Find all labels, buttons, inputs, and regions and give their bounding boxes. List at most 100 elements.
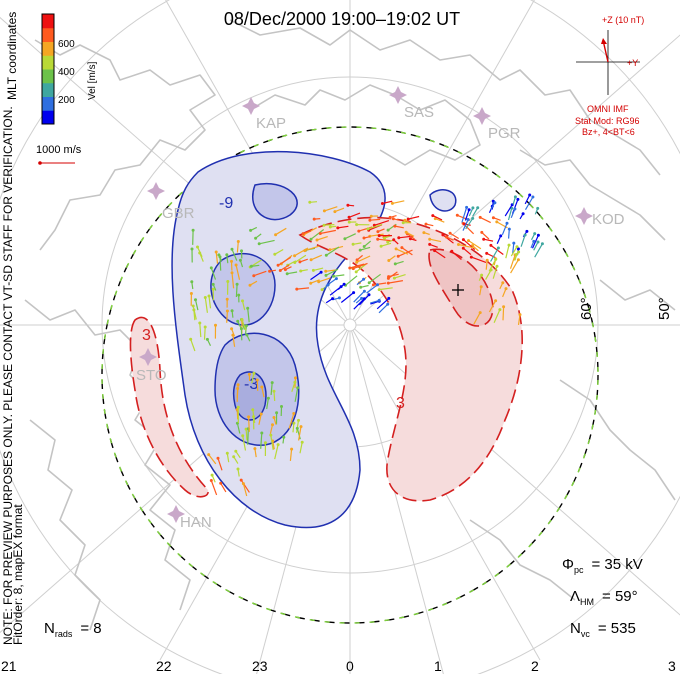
velocity-vector (220, 482, 227, 493)
preview-note: NOTE: FOR PREVIEW PURPOSES ONLY. PLEASE … (1, 106, 15, 645)
velocity-vector-origin (209, 479, 213, 482)
velocity-vector (355, 263, 367, 273)
velocity-vector-origin (282, 435, 286, 439)
velocity-vector (217, 458, 223, 471)
velocity-vector-origin (479, 285, 483, 289)
velocity-vector-origin (379, 244, 383, 248)
velocity-vector-origin (386, 228, 390, 232)
svg-text:+Y: +Y (627, 58, 638, 68)
velocity-vector (292, 423, 295, 433)
velocity-vector (194, 299, 199, 311)
velocity-vector-origin (351, 242, 355, 246)
velocity-vector-origin (285, 272, 289, 276)
velocity-vector (270, 382, 273, 395)
velocity-vector (345, 275, 358, 286)
velocity-vector-origin (521, 212, 525, 216)
velocity-vector-origin (494, 299, 498, 303)
velocity-vector-origin (240, 318, 244, 321)
velocity-vector (508, 229, 510, 239)
velocity-vector-origin (241, 482, 245, 486)
velocity-vector (210, 480, 218, 496)
velocity-vector-origin (347, 220, 351, 224)
fit-statistics: Φpc = 35 kV ΛHM = 59° Nvc = 535 Nrads = 8 (44, 556, 643, 639)
velocity-vector-origin (448, 231, 452, 235)
velocity-vector (333, 274, 345, 277)
velocity-vector-origin (512, 241, 516, 245)
lat-label-60: 60° (578, 297, 595, 320)
velocity-vector-origin (230, 309, 234, 313)
velocity-vector (524, 194, 531, 205)
velocity-vector-origin (322, 209, 326, 213)
velocity-vector-origin (387, 259, 391, 262)
velocity-vector-origin (403, 218, 407, 222)
velocity-vector (226, 310, 228, 323)
velocity-vector-origin (531, 195, 535, 199)
velocity-vector (251, 373, 255, 384)
potential-label: 3 (142, 327, 151, 344)
velocity-vector (310, 279, 320, 284)
velocity-vector-origin (230, 247, 234, 251)
velocity-vector (215, 251, 219, 264)
velocity-vector-origin (190, 280, 194, 284)
velocity-vector (232, 335, 236, 347)
svg-text:GBR: GBR (162, 205, 195, 222)
velocity-vector-origin (239, 327, 243, 331)
velocity-vector-origin (504, 287, 508, 291)
colorbar-swatch (42, 82, 54, 97)
mlt-label: 23 (252, 658, 268, 674)
velocity-vector-origin (376, 283, 379, 287)
velocity-vector-origin (362, 236, 366, 240)
velocity-vector-origin (324, 269, 328, 273)
velocity-vector (323, 224, 335, 226)
velocity-vector-origin (209, 266, 213, 270)
velocity-vector (461, 207, 468, 223)
velocity-vector (344, 233, 356, 240)
velocity-vector-origin (360, 296, 364, 300)
velocity-vector-origin (218, 255, 222, 259)
velocity-vector-origin (489, 243, 493, 247)
velocity-vector-origin (386, 240, 390, 244)
velocity-vector-origin (237, 293, 241, 297)
velocity-vector (492, 266, 498, 279)
velocity-vector-origin (471, 216, 475, 220)
velocity-vector (247, 308, 250, 323)
velocity-vector-origin (320, 288, 324, 292)
velocity-vector-origin (324, 253, 328, 257)
velocity-vector-origin (342, 282, 346, 286)
velocity-vector (236, 423, 241, 434)
velocity-vector (360, 246, 371, 251)
colorbar-tick: 200 (58, 95, 75, 106)
velocity-vector-origin (502, 305, 506, 309)
velocity-vector-origin (376, 230, 380, 234)
velocity-vector (296, 428, 301, 440)
velocity-vector-origin (455, 213, 459, 217)
velocity-vector (274, 444, 279, 460)
colorbar-label: Vel [m/s] (87, 61, 98, 100)
velocity-vector (190, 339, 196, 352)
velocity-vector (348, 212, 361, 218)
velocity-vector (370, 299, 380, 304)
velocity-vector-origin (299, 425, 303, 429)
velocity-vector-origin (272, 389, 276, 393)
velocity-vector-origin (331, 297, 335, 301)
velocity-vector-origin (422, 231, 426, 235)
velocity-colorbar: 600 400 200 Vel [m/s] (41, 13, 98, 125)
velocity-vector-origin (268, 269, 272, 273)
velocity-vector-origin (428, 237, 432, 241)
magnetic-pole-marker (343, 318, 357, 332)
velocity-vector (318, 277, 331, 283)
velocity-vector-origin (517, 250, 521, 254)
coastlines (24, 19, 676, 631)
velocity-vector (295, 420, 300, 434)
velocity-vector (274, 248, 284, 255)
velocity-vector (231, 249, 238, 261)
mlt-label: 2 (531, 658, 539, 674)
potential-labels: -9 -3 3 3 (142, 195, 405, 412)
velocity-vector-origin (357, 229, 361, 233)
velocity-vector-origin (352, 291, 356, 295)
velocity-vector (493, 309, 501, 324)
velocity-vector-origin (308, 200, 312, 204)
velocity-vector-origin (236, 405, 240, 409)
velocity-vector-origin (249, 228, 253, 232)
velocity-vector-origin (295, 426, 299, 430)
